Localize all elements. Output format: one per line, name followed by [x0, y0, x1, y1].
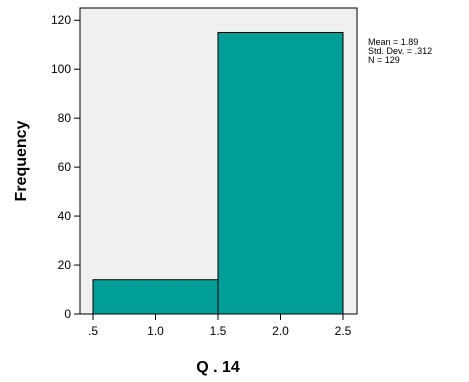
y-tick-label-0: 0 [64, 307, 71, 321]
y-tick-label-1: 20 [58, 258, 72, 272]
x-tick-label-3: 2.0 [272, 324, 289, 338]
stat-mean: Mean = 1.89 [368, 37, 418, 47]
y-tick-label-4: 80 [58, 111, 72, 125]
y-tick-label-5: 100 [51, 62, 71, 76]
y-tick-label-3: 60 [58, 160, 72, 174]
y-axis: 0 20 40 60 80 100 120 [51, 13, 80, 321]
y-tick-label-6: 120 [51, 13, 71, 27]
x-tick-label-4: 2.5 [335, 324, 352, 338]
bars [92, 31, 344, 315]
stat-n: N = 129 [368, 55, 400, 65]
y-axis-title: Frequency [13, 120, 30, 201]
x-axis: .5 1.0 1.5 2.0 2.5 [88, 314, 352, 338]
stat-std-dev: Std. Dev. = .312 [368, 46, 432, 56]
x-tick-label-2: 1.5 [210, 324, 227, 338]
bar-1 [217, 31, 344, 315]
y-tick-label-2: 40 [58, 209, 72, 223]
x-tick-label-0: .5 [88, 324, 98, 338]
bar-0 [92, 279, 219, 315]
x-tick-label-1: 1.0 [147, 324, 164, 338]
stats-box: Mean = 1.89 Std. Dev. = .312 N = 129 [368, 37, 432, 65]
x-axis-title: Q . 14 [196, 359, 240, 376]
